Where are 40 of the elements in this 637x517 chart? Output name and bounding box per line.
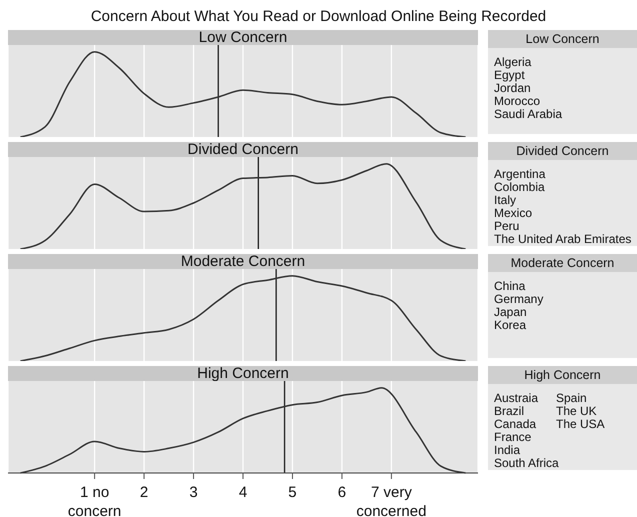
text: Brazil [494, 404, 526, 418]
text: Germany [494, 292, 544, 306]
text: Colombia [494, 180, 545, 194]
x-tick-label: 7 very concerned [356, 484, 426, 517]
text: Saudi Arabia [494, 107, 564, 121]
text: Canada [494, 417, 538, 431]
text: India [494, 443, 522, 457]
x-tick-label: 1 no concern [68, 484, 122, 517]
chart-title: High Concern [8, 365, 478, 382]
text: The United Arab Emirates [494, 232, 632, 246]
text: Japan [494, 305, 527, 319]
text: Egypt [494, 68, 525, 82]
text: China [494, 279, 526, 293]
text: Jordan [494, 81, 532, 95]
text: Italy [494, 193, 518, 207]
x-tick-label: 2 [140, 484, 148, 501]
text: Algeria [494, 55, 532, 69]
text: Korea [494, 318, 528, 332]
text: Spain [556, 391, 588, 405]
x-tick-label: 3 [189, 484, 198, 501]
x-tick-label: 4 [238, 484, 248, 501]
text: South Africa [494, 456, 559, 470]
text: Low Concern [488, 30, 637, 48]
text: Morocco [494, 94, 542, 108]
text: Mexico [494, 206, 534, 220]
text: France [494, 430, 532, 444]
text: The UK [556, 404, 598, 418]
x-tick-label: 6 [338, 484, 346, 501]
chart-title: Divided Concern [8, 141, 478, 158]
text: Divided Concern [488, 142, 637, 160]
text: The USA [556, 417, 606, 431]
text: Argentina [494, 167, 546, 181]
text: Peru [494, 219, 520, 233]
chart-title: Low Concern [8, 29, 478, 46]
x-tick-label: 5 [288, 484, 297, 501]
chart-title: Moderate Concern [8, 253, 478, 270]
text: High Concern [488, 366, 637, 384]
text: Moderate Concern [488, 254, 637, 272]
text: Austraia [494, 391, 540, 405]
text: Concern About What You Read or Download Online Being Recorded [90, 7, 548, 27]
